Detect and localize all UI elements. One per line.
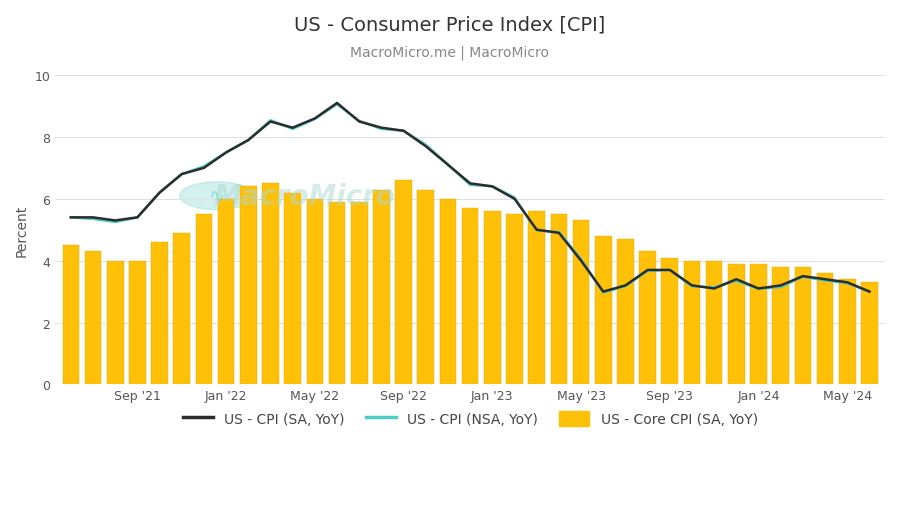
Circle shape <box>180 182 255 210</box>
Bar <box>772 267 789 385</box>
Bar <box>129 261 146 385</box>
Bar <box>151 243 168 385</box>
Bar <box>328 203 346 385</box>
Bar <box>662 258 678 385</box>
Bar <box>506 215 523 385</box>
Bar <box>195 215 212 385</box>
Text: US - Consumer Price Index [CPI]: US - Consumer Price Index [CPI] <box>294 15 606 34</box>
Bar <box>484 212 500 385</box>
Bar <box>572 221 590 385</box>
Y-axis label: Percent: Percent <box>15 204 29 257</box>
Text: MacroMicro: MacroMicro <box>213 182 395 210</box>
Bar <box>861 282 878 385</box>
Text: MacroMicro.me | MacroMicro: MacroMicro.me | MacroMicro <box>350 46 550 60</box>
Bar <box>462 209 479 385</box>
Bar <box>62 246 79 385</box>
Bar <box>551 215 567 385</box>
Bar <box>240 187 256 385</box>
Legend: US - CPI (SA, YoY), US - CPI (NSA, YoY), US - Core CPI (SA, YoY): US - CPI (SA, YoY), US - CPI (NSA, YoY),… <box>176 405 765 433</box>
Bar <box>706 261 723 385</box>
Bar <box>817 273 833 385</box>
Bar <box>528 212 545 385</box>
Bar <box>595 237 612 385</box>
Bar <box>351 203 367 385</box>
Text: ∿: ∿ <box>209 187 225 206</box>
Bar <box>262 184 279 385</box>
Bar <box>374 190 390 385</box>
Bar <box>751 264 767 385</box>
Bar <box>218 200 234 385</box>
Bar <box>174 233 190 385</box>
Bar <box>639 252 656 385</box>
Bar <box>107 261 123 385</box>
Bar <box>617 240 634 385</box>
Bar <box>795 267 811 385</box>
Bar <box>684 261 700 385</box>
Bar <box>839 279 856 385</box>
Bar <box>728 264 744 385</box>
Bar <box>395 181 412 385</box>
Bar <box>418 190 434 385</box>
Bar <box>284 193 301 385</box>
Bar <box>85 252 102 385</box>
Bar <box>439 200 456 385</box>
Bar <box>307 200 323 385</box>
